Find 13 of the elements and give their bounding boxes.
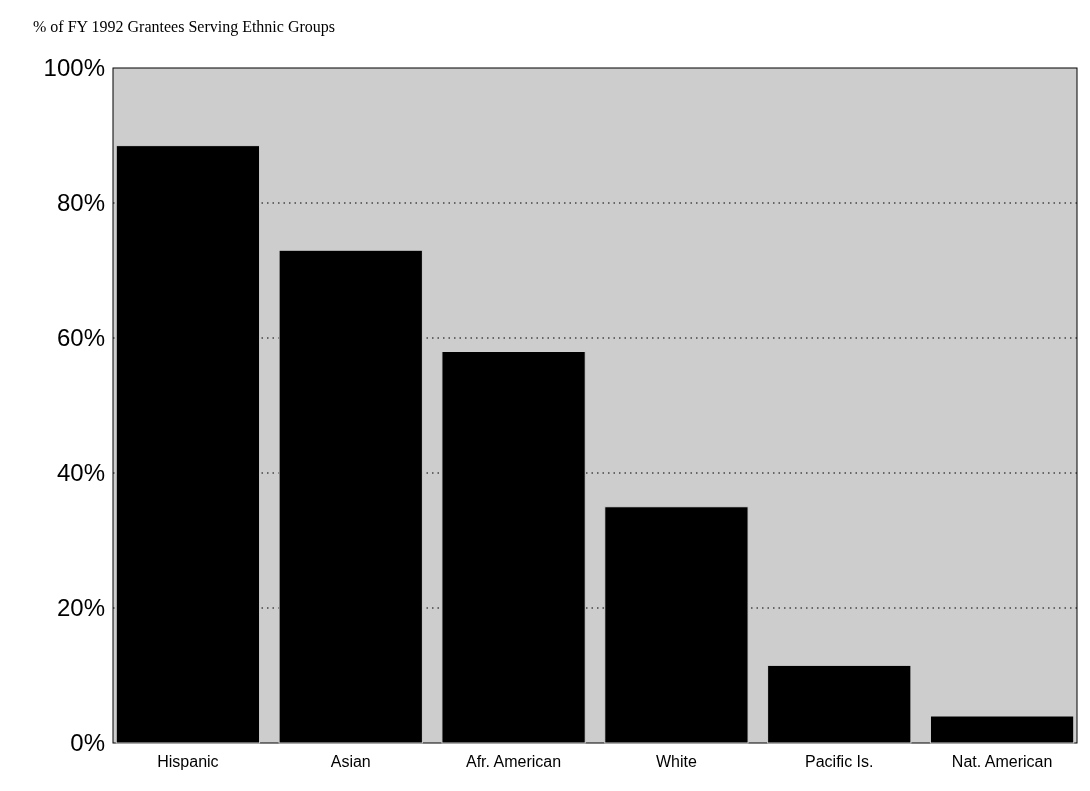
y-tick-label: 100%: [43, 54, 105, 82]
chart-title: % of FY 1992 Grantees Serving Ethnic Groups: [33, 18, 336, 36]
y-tick-label: 40%: [56, 459, 105, 487]
y-tick-label: 0%: [70, 729, 105, 757]
x-tick-label: White: [655, 753, 697, 770]
y-tick-label: 60%: [56, 324, 105, 352]
x-tick-label: Nat. American: [951, 753, 1053, 770]
y-tick-label: 20%: [56, 594, 105, 622]
x-tick-label: Asian: [330, 753, 371, 770]
x-tick-label: Hispanic: [157, 753, 219, 770]
y-tick-label: 80%: [56, 189, 105, 217]
x-tick-label: Afr. American: [466, 753, 562, 770]
x-tick-label: Pacific Is.: [805, 753, 874, 770]
